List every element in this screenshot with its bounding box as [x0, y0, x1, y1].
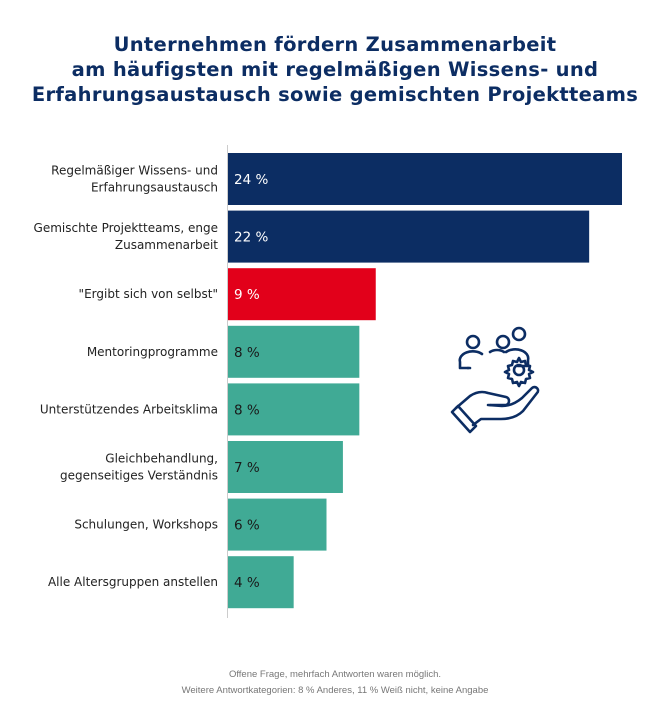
category-label: Regelmäßiger Wissens- und — [51, 164, 218, 178]
category-label: Zusammenarbeit — [115, 238, 218, 252]
category-label: Gleichbehandlung, — [105, 452, 218, 466]
bar — [228, 153, 622, 205]
data-label: 24 % — [234, 172, 268, 188]
category-label: gegenseitiges Verständnis — [60, 469, 218, 483]
data-label: 8 % — [234, 402, 260, 418]
title-line: am häufigsten mit regelmäßigen Wissens- … — [71, 58, 599, 81]
category-label: "Ergibt sich von selbst" — [79, 287, 218, 301]
bar — [228, 556, 294, 609]
footnote-line: Weitere Antwortkategorien: 8 % Anderes, … — [181, 685, 489, 696]
data-label: 7 % — [234, 460, 260, 476]
chart-title: Unternehmen fördern Zusammenarbeit am hä… — [0, 32, 670, 107]
bar — [228, 383, 360, 436]
category-label: Alle Altersgruppen anstellen — [48, 575, 218, 589]
data-label: 9 % — [234, 287, 260, 303]
bar — [228, 210, 590, 263]
footnote-line: Offene Frage, mehrfach Antworten waren m… — [228, 669, 442, 680]
data-label: 6 % — [234, 518, 260, 534]
data-label: 8 % — [234, 345, 260, 361]
data-label: 22 % — [234, 230, 268, 246]
category-label: Mentoringprogramme — [87, 345, 218, 359]
bar — [228, 268, 376, 321]
bar — [228, 441, 343, 493]
category-label: Unterstützendes Arbeitsklima — [40, 402, 218, 416]
hand-with-people-and-gear-icon — [450, 326, 540, 434]
footnote: Offene Frage, mehrfach Antworten waren m… — [0, 667, 670, 699]
title-line: Unternehmen fördern Zusammenarbeit — [113, 33, 557, 56]
category-label: Schulungen, Workshops — [74, 518, 218, 532]
category-label: Erfahrungsaustausch — [91, 181, 218, 195]
bar — [228, 498, 327, 551]
data-label: 4 % — [234, 575, 260, 591]
title-line: Erfahrungsaustausch sowie gemischten Pro… — [31, 83, 639, 106]
category-label: Gemischte Projektteams, enge — [34, 221, 218, 235]
bar — [228, 325, 360, 378]
